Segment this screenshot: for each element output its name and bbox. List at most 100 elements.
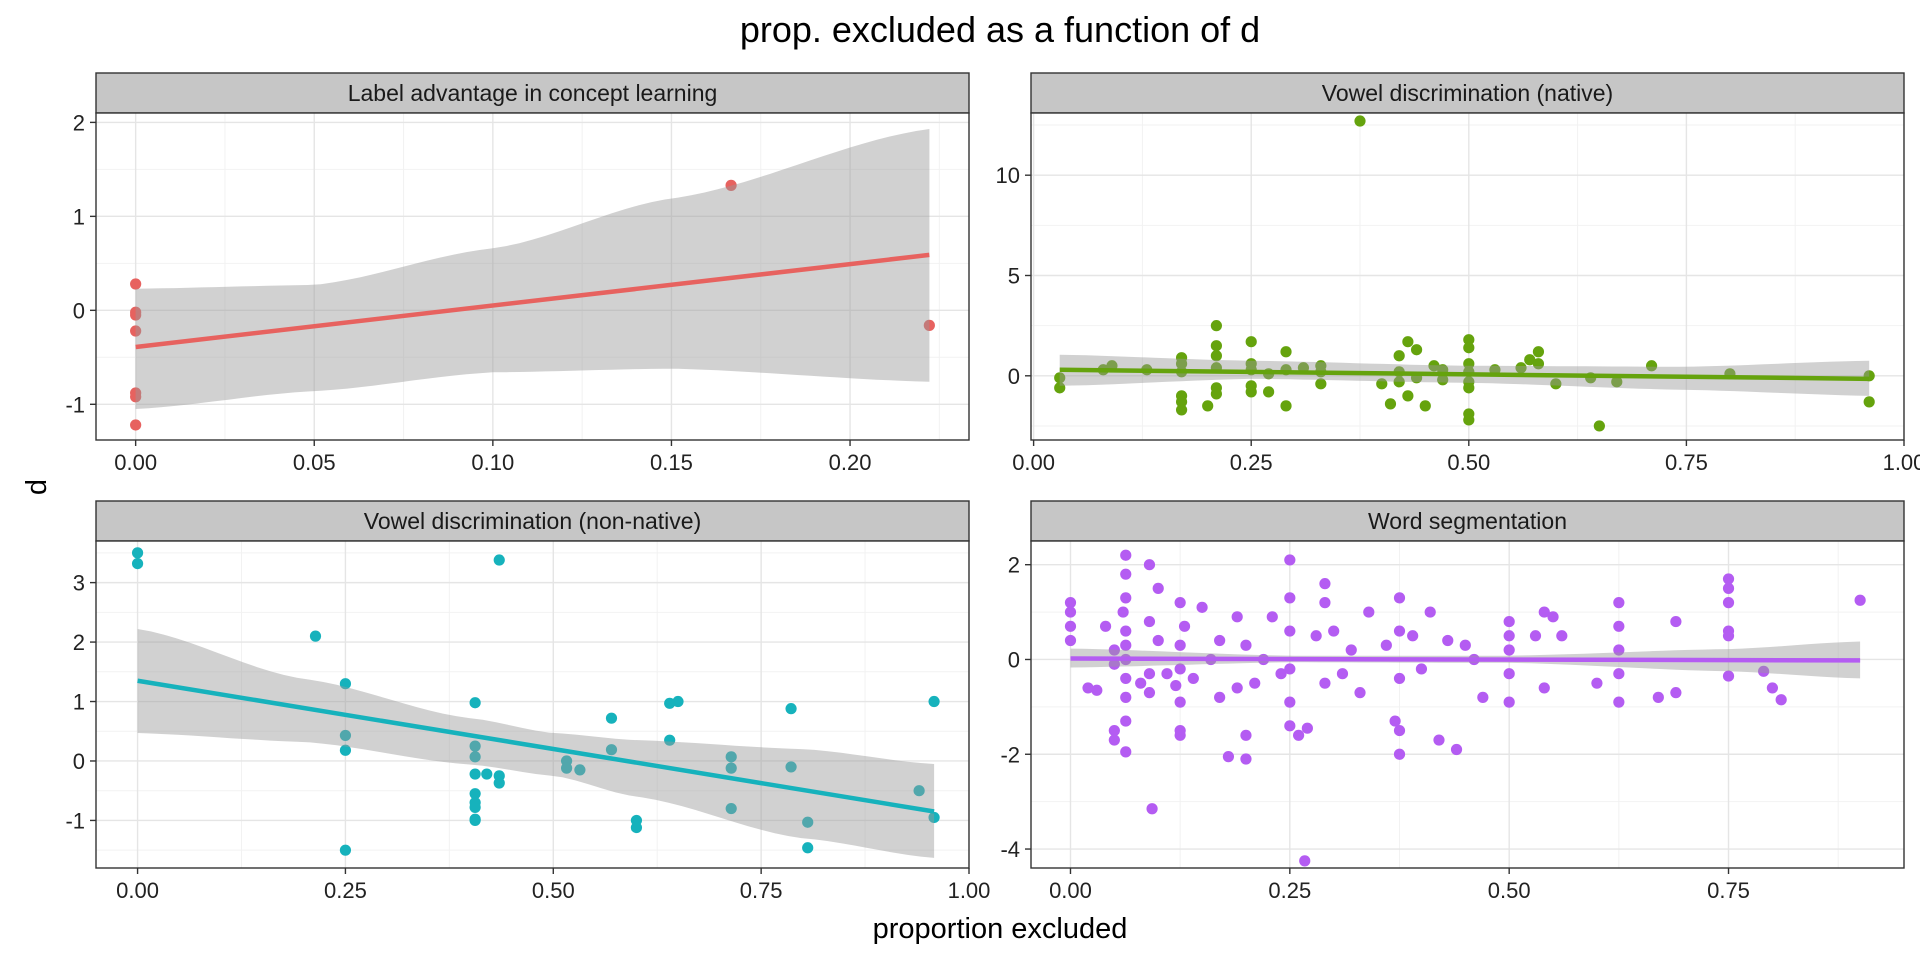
facet-strip-label: Vowel discrimination (native) [1322, 80, 1613, 106]
data-point [1152, 634, 1164, 647]
data-point [1178, 620, 1191, 632]
data-point [1240, 729, 1252, 741]
data-point [481, 768, 493, 780]
data-point [928, 811, 940, 824]
data-point [1463, 334, 1475, 346]
data-point [1593, 420, 1605, 432]
data-point [1299, 855, 1311, 867]
facet-strip-label: Label advantage in concept learning [348, 80, 718, 106]
panel-border [95, 540, 970, 869]
data-point [309, 630, 322, 642]
y-axis-title: d [21, 479, 53, 495]
data-point [1503, 630, 1515, 642]
data-point [1442, 634, 1454, 647]
data-point [1175, 404, 1188, 416]
data-point [1174, 663, 1186, 675]
data-point [1082, 682, 1094, 694]
data-point [1210, 320, 1222, 332]
facet-word-segmentation: Word segmentation 0.00 0.25 0.50 0.75 -4 -2 0 2 [1000, 500, 1905, 903]
data-point [1722, 670, 1735, 682]
data-point [725, 802, 737, 815]
data-point [1515, 362, 1527, 374]
y-tick-label: 0 [73, 749, 85, 774]
y-tick-label: 0 [1008, 647, 1020, 672]
data-point [493, 554, 505, 566]
data-point [1284, 625, 1296, 637]
data-point [1301, 722, 1313, 734]
data-point [1054, 382, 1066, 394]
data-point [1433, 734, 1445, 746]
data-point [1099, 620, 1112, 632]
data-point [1280, 400, 1292, 412]
y-tick-label: -1 [65, 808, 85, 833]
data-point [1284, 663, 1296, 675]
data-point [1538, 682, 1550, 694]
data-point [1428, 360, 1440, 372]
data-point [560, 762, 573, 774]
y-tick-label: 1 [73, 204, 85, 229]
data-point [664, 734, 676, 746]
data-point [1363, 606, 1375, 618]
data-point [1538, 606, 1550, 618]
data-point [1854, 594, 1866, 606]
data-point [1450, 743, 1463, 756]
points-layer [131, 547, 940, 856]
data-point [1319, 597, 1331, 609]
data-point [1231, 682, 1243, 694]
regression-line [137, 678, 935, 814]
data-point [1120, 691, 1132, 703]
facet-strip-label: Word segmentation [1368, 508, 1567, 534]
data-point [1437, 374, 1449, 386]
data-point [605, 744, 618, 756]
data-point [725, 751, 737, 763]
data-point [1064, 606, 1077, 618]
data-point [1722, 597, 1735, 609]
data-point [1120, 746, 1132, 758]
data-point [1477, 691, 1489, 703]
data-point [1613, 597, 1625, 609]
data-point [130, 391, 142, 403]
data-point [339, 844, 352, 856]
data-point [923, 319, 935, 331]
data-point [339, 678, 352, 690]
data-point [1376, 378, 1388, 390]
data-point [1315, 360, 1327, 372]
data-point [1135, 677, 1147, 689]
data-point [1613, 644, 1625, 656]
data-point [1424, 606, 1436, 618]
data-point [1143, 687, 1156, 699]
data-point [1284, 554, 1296, 566]
data-point [1722, 630, 1735, 642]
data-point [469, 768, 481, 780]
data-point [1263, 386, 1275, 398]
confidence-band [137, 629, 935, 858]
data-point [1054, 372, 1066, 384]
data-point [1064, 620, 1077, 632]
data-point [1463, 358, 1475, 370]
data-point [1120, 592, 1132, 604]
data-point [1613, 668, 1625, 680]
data-point [1393, 724, 1406, 737]
data-point [1503, 668, 1515, 680]
x-tick-label: 0.00 [114, 450, 157, 475]
data-point [469, 801, 481, 813]
data-point [1393, 592, 1406, 604]
data-point [928, 695, 940, 708]
data-point [1120, 639, 1132, 651]
data-point [1091, 684, 1103, 696]
data-point [1652, 691, 1664, 703]
data-point [1210, 388, 1222, 400]
data-point [785, 703, 797, 715]
x-tick-label: 0.25 [324, 878, 367, 903]
data-point [1503, 615, 1515, 628]
data-point [1532, 346, 1545, 358]
data-point [1214, 634, 1226, 647]
panel-background [96, 113, 969, 440]
data-point [1459, 639, 1471, 651]
data-point [1214, 691, 1226, 703]
data-point [802, 842, 814, 854]
data-point [130, 325, 142, 337]
x-tick-label: 0.15 [650, 450, 693, 475]
data-point [1384, 398, 1397, 410]
